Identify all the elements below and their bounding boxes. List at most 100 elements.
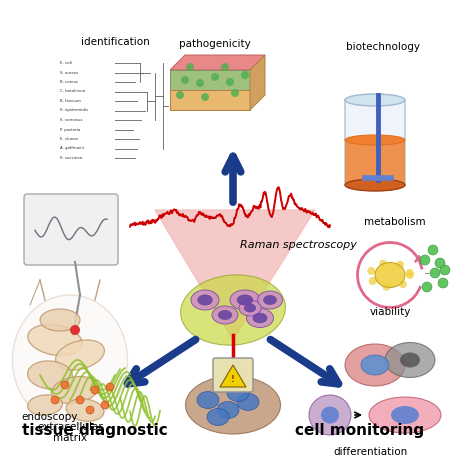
Ellipse shape [212, 306, 238, 324]
Circle shape [176, 91, 184, 99]
Circle shape [379, 260, 387, 268]
Polygon shape [345, 100, 405, 185]
Polygon shape [170, 90, 250, 110]
Text: S. aureus: S. aureus [60, 71, 78, 75]
Ellipse shape [40, 309, 80, 331]
Ellipse shape [345, 344, 405, 386]
Ellipse shape [227, 384, 249, 402]
Text: S. carnosus: S. carnosus [60, 118, 83, 122]
FancyBboxPatch shape [24, 194, 118, 265]
Circle shape [181, 76, 189, 84]
Ellipse shape [375, 262, 405, 288]
Circle shape [368, 277, 377, 285]
Text: identification: identification [81, 37, 149, 47]
Text: differentiation: differentiation [333, 447, 407, 457]
Circle shape [399, 280, 407, 288]
Polygon shape [250, 55, 265, 110]
Ellipse shape [28, 395, 63, 415]
Ellipse shape [361, 355, 389, 375]
Text: Raman spectroscopy: Raman spectroscopy [240, 240, 357, 250]
Circle shape [201, 93, 209, 101]
Circle shape [221, 63, 229, 71]
Ellipse shape [385, 342, 435, 377]
Ellipse shape [197, 391, 219, 409]
Circle shape [406, 271, 414, 279]
Text: C. botulinum: C. botulinum [60, 90, 85, 93]
Circle shape [438, 278, 448, 288]
Circle shape [422, 282, 432, 292]
Text: S. succinea: S. succinea [60, 156, 82, 160]
Text: A. goffmanii: A. goffmanii [60, 147, 84, 150]
Circle shape [435, 258, 445, 268]
Ellipse shape [66, 399, 104, 421]
Ellipse shape [345, 94, 405, 106]
Text: metabolism: metabolism [364, 217, 426, 227]
Text: S. epidermidis: S. epidermidis [60, 108, 88, 113]
Polygon shape [220, 365, 246, 387]
Circle shape [86, 406, 94, 414]
Text: extracellular: extracellular [37, 422, 103, 432]
Polygon shape [170, 55, 265, 70]
Circle shape [226, 78, 234, 86]
Circle shape [406, 269, 414, 277]
Circle shape [70, 325, 80, 335]
Ellipse shape [244, 304, 256, 312]
Polygon shape [155, 210, 315, 340]
Ellipse shape [56, 340, 105, 370]
Text: !: ! [231, 375, 235, 384]
Ellipse shape [237, 394, 259, 410]
Ellipse shape [218, 310, 232, 320]
Circle shape [186, 63, 194, 71]
Circle shape [196, 79, 204, 87]
Ellipse shape [237, 295, 253, 305]
Ellipse shape [309, 395, 351, 435]
Ellipse shape [28, 361, 72, 389]
Circle shape [440, 265, 450, 275]
Circle shape [91, 386, 99, 394]
Ellipse shape [13, 295, 127, 425]
Circle shape [231, 89, 239, 97]
Circle shape [420, 255, 430, 265]
Ellipse shape [51, 376, 99, 403]
Circle shape [396, 261, 404, 269]
Text: E. coli: E. coli [60, 61, 72, 65]
Polygon shape [345, 140, 405, 185]
Ellipse shape [369, 397, 441, 433]
Circle shape [101, 401, 109, 409]
Ellipse shape [217, 402, 239, 418]
Text: matrix: matrix [53, 433, 87, 443]
Circle shape [76, 396, 84, 404]
Circle shape [428, 245, 438, 255]
Ellipse shape [191, 290, 219, 310]
Ellipse shape [230, 290, 260, 310]
Ellipse shape [185, 376, 281, 434]
Circle shape [430, 268, 440, 278]
Ellipse shape [257, 291, 283, 309]
Text: P. pastoria: P. pastoria [60, 127, 80, 132]
Text: cell monitoring: cell monitoring [296, 423, 425, 438]
Ellipse shape [239, 300, 261, 316]
Circle shape [61, 381, 69, 389]
Text: tissue diagnostic: tissue diagnostic [22, 423, 168, 438]
Ellipse shape [400, 353, 420, 368]
Ellipse shape [247, 309, 274, 327]
FancyBboxPatch shape [213, 358, 253, 392]
Ellipse shape [321, 406, 339, 424]
Ellipse shape [263, 295, 277, 305]
Ellipse shape [197, 295, 212, 305]
Text: B. faecium: B. faecium [60, 99, 81, 103]
Ellipse shape [28, 325, 82, 355]
Ellipse shape [345, 135, 405, 145]
Text: E. clunae: E. clunae [60, 137, 78, 141]
Circle shape [382, 283, 390, 291]
Ellipse shape [253, 313, 268, 323]
Text: viability: viability [369, 307, 410, 317]
Ellipse shape [181, 275, 285, 345]
Circle shape [241, 71, 249, 79]
Circle shape [211, 73, 219, 81]
Circle shape [367, 267, 375, 275]
Circle shape [51, 396, 59, 404]
Ellipse shape [391, 406, 419, 424]
Polygon shape [170, 70, 250, 90]
Text: endoscopy: endoscopy [22, 412, 78, 422]
